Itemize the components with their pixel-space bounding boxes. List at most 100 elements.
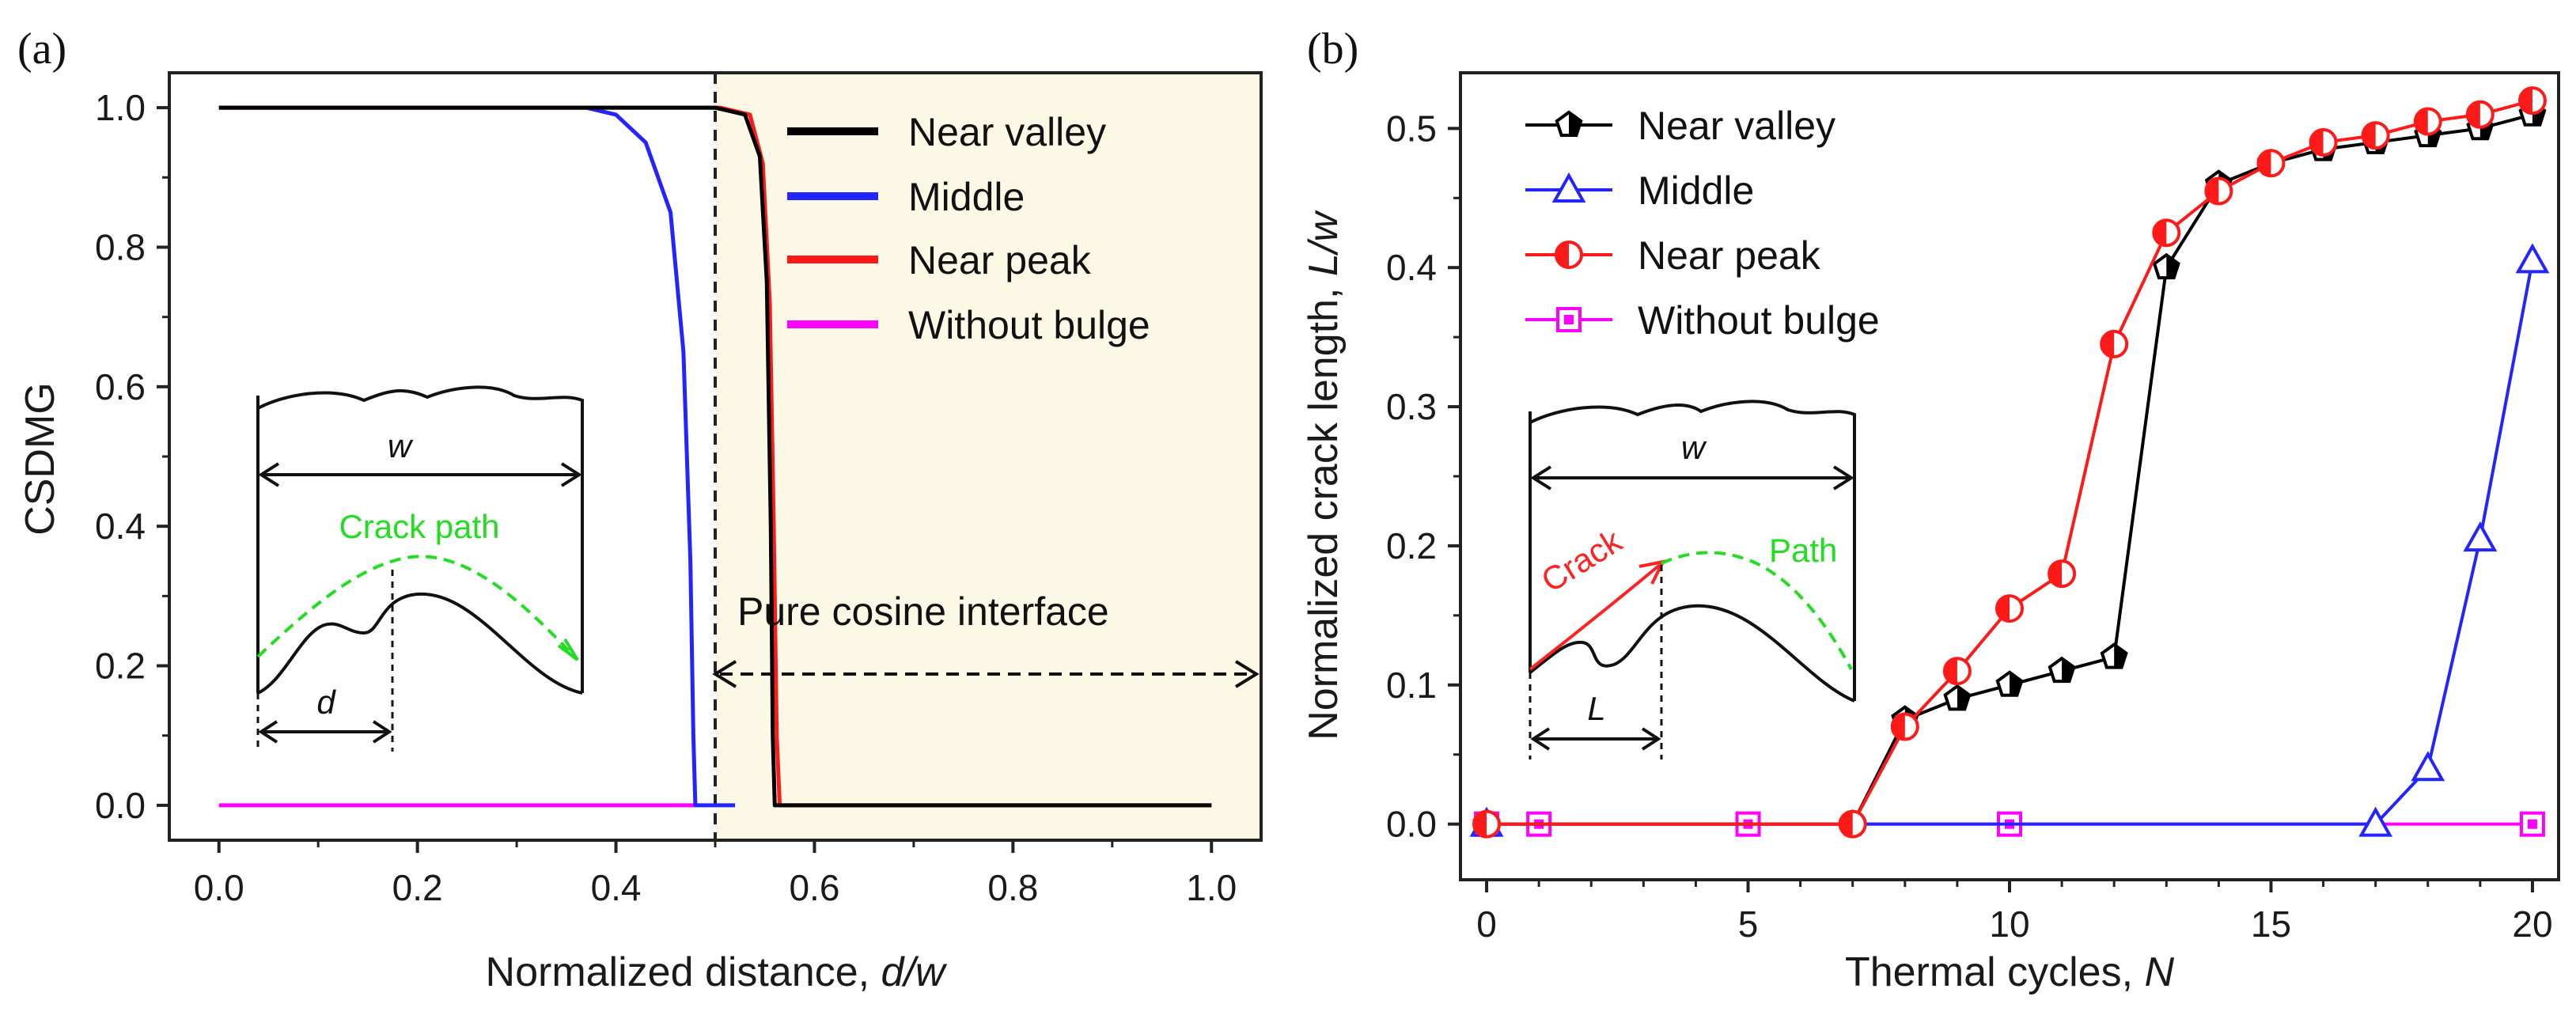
series-b-near-valley-point: [2048, 656, 2076, 684]
panel-a-legend: Near valley Middle Near peak Without bul…: [787, 110, 1150, 347]
series-b-near-peak-point: [2152, 218, 2181, 248]
panel-b-series-group: [1469, 86, 2550, 839]
series-b-near-valley-point: [1995, 670, 2024, 697]
a-y-tick-label: 1.0: [95, 87, 146, 128]
legend-b-marker-near-valley: [1555, 110, 1583, 137]
panel-a-series-group: [218, 105, 1212, 808]
a-x-tick-label: 1.0: [1186, 867, 1237, 908]
legend-a-middle: Middle: [908, 175, 1025, 219]
inset-b-length-label: L: [1587, 690, 1605, 727]
panel-a-inset-sketch: w Crack path d: [256, 385, 584, 752]
series-b-middle-point: [2411, 751, 2445, 782]
series-b-near-peak-point: [2413, 107, 2442, 136]
pure-cosine-double-arrow: [712, 660, 1260, 688]
panel-a-y-ticks: 0.0 0.2 0.4 0.6 0.8 1.0: [95, 87, 169, 826]
inset-b-width-label: w: [1681, 429, 1707, 466]
panel-a: (a) 0.0 0.2 0.4 0.6 0.8 1.0 0.0 0.2 0.4 0.6 0.8 1.…: [17, 25, 1263, 995]
legend-a-without-bulge: Without bulge: [908, 303, 1150, 347]
series-b-near-peak-point: [1472, 809, 1502, 839]
panel-a-x-axis-label: Normalized distance, d/w: [486, 949, 948, 995]
inset-b-width-arrow: [1530, 465, 1854, 491]
legend-b-swatch-near-peak: [1525, 241, 1612, 269]
series-b-near-peak: [1472, 86, 2547, 839]
panel-b-legend: Near valley Middle Near peak Without bul…: [1525, 104, 1880, 343]
legend-a-near-valley: Near valley: [908, 110, 1106, 154]
panel-b: (b) 0 5 10 15 20 0.0 0.1 0.2 0.3 0.4 0.5 Thermal …: [1301, 25, 2560, 995]
inset-b-interface: [1529, 604, 1855, 703]
panel-b-x-ticks: 0 5 10 15 20: [1476, 880, 2553, 945]
series-b-near-valley-point: [2152, 252, 2180, 280]
series-b-near-peak-point: [2361, 121, 2390, 150]
series-b-middle-point: [2358, 806, 2393, 837]
a-y-tick-label: 0.6: [95, 366, 146, 407]
a-x-tick-label: 0.2: [392, 867, 443, 908]
a-y-tick-label: 0.8: [95, 226, 146, 267]
series-b-near-peak-point: [2465, 100, 2495, 129]
series-b-near-peak-point: [2309, 127, 2338, 157]
inset-a-distance-label: d: [316, 684, 336, 721]
a-x-tick-label: 0.8: [987, 867, 1038, 908]
series-b-near-peak-point: [2048, 559, 2077, 589]
inset-b-top-boundary: [1529, 400, 1856, 427]
legend-b-marker-middle: [1551, 172, 1586, 203]
inset-b-path-curve: [1661, 551, 1853, 670]
inset-a-crack-path-curve: [256, 555, 576, 658]
series-b-near-valley-point: [2100, 642, 2128, 669]
series-b-near-peak-point: [2517, 86, 2547, 116]
a-y-tick-label: 0.4: [95, 506, 146, 547]
pure-cosine-annotation: Pure cosine interface: [737, 589, 1109, 634]
series-b-near-peak-point: [1942, 657, 1972, 686]
legend-b-marker-without-bulge: [1556, 307, 1582, 332]
series-a-middle-line: [218, 105, 736, 808]
series-b-middle-point: [2515, 243, 2550, 274]
inset-b-length-arrow: [1530, 727, 1661, 751]
inset-a-width-arrow: [258, 462, 582, 487]
legend-b-without-bulge: Without bulge: [1638, 298, 1880, 343]
b-x-tick-label: 5: [1738, 903, 1759, 945]
legend-b-middle: Middle: [1638, 169, 1754, 213]
series-b-near-peak-point: [1890, 712, 1919, 741]
panel-a-y-axis-label: CSDMG: [17, 382, 63, 536]
inset-a-distance-arrow: [258, 720, 392, 744]
panel-b-inset-sketch: w Crack Path L: [1529, 400, 1856, 760]
a-x-tick-label: 0.0: [194, 867, 244, 908]
pure-cosine-shaded-region: [715, 73, 1261, 840]
a-x-tick-label: 0.4: [591, 867, 642, 908]
legend-b-marker-near-peak: [1555, 241, 1583, 269]
series-b-near-peak-point: [2204, 176, 2233, 206]
legend-b-near-peak: Near peak: [1638, 233, 1821, 278]
inset-b-crack-label: Crack: [1535, 521, 1629, 600]
series-a-near-valley-line: [218, 105, 1212, 808]
inset-b-crack-line: [1529, 563, 1661, 671]
series-b-near-peak-point: [2256, 149, 2286, 178]
b-y-tick-label: 0.1: [1386, 665, 1437, 706]
b-y-tick-label: 0.5: [1386, 108, 1437, 149]
b-y-tick-label: 0.4: [1386, 247, 1437, 288]
panel-a-label: (a): [17, 25, 66, 74]
legend-b-swatch-middle: [1525, 172, 1612, 203]
legend-b-swatch-without-bulge: [1525, 307, 1612, 332]
panel-b-label: (b): [1307, 25, 1358, 74]
b-y-tick-label: 0.0: [1386, 804, 1437, 845]
panel-b-y-ticks: 0.0 0.1 0.2 0.3 0.4 0.5: [1386, 108, 1460, 845]
inset-a-interface: [257, 592, 583, 695]
legend-a-near-peak: Near peak: [908, 238, 1092, 282]
series-b-near-valley: [1472, 100, 2547, 836]
series-b-middle: [1469, 243, 2550, 837]
inset-a-top-boundary: [256, 385, 584, 411]
series-b-without-bulge-point: [2519, 811, 2545, 837]
b-x-tick-label: 0: [1476, 903, 1497, 945]
panel-a-x-ticks: 0.0 0.2 0.4 0.6 0.8 1.0: [194, 840, 1237, 908]
inset-b-path-label: Path: [1769, 532, 1837, 569]
panel-b-x-axis-label: Thermal cycles, N: [1845, 949, 2175, 995]
b-x-tick-label: 20: [2512, 903, 2552, 945]
a-y-tick-label: 0.2: [95, 646, 146, 687]
b-x-tick-label: 15: [2251, 903, 2291, 945]
b-y-tick-label: 0.3: [1386, 386, 1437, 427]
a-y-tick-label: 0.0: [95, 785, 146, 826]
legend-b-swatch-near-valley: [1525, 110, 1612, 137]
inset-a-crack-path-label: Crack path: [339, 508, 499, 545]
inset-a-width-label: w: [388, 427, 414, 464]
series-b-near-peak-point: [1995, 594, 2024, 623]
